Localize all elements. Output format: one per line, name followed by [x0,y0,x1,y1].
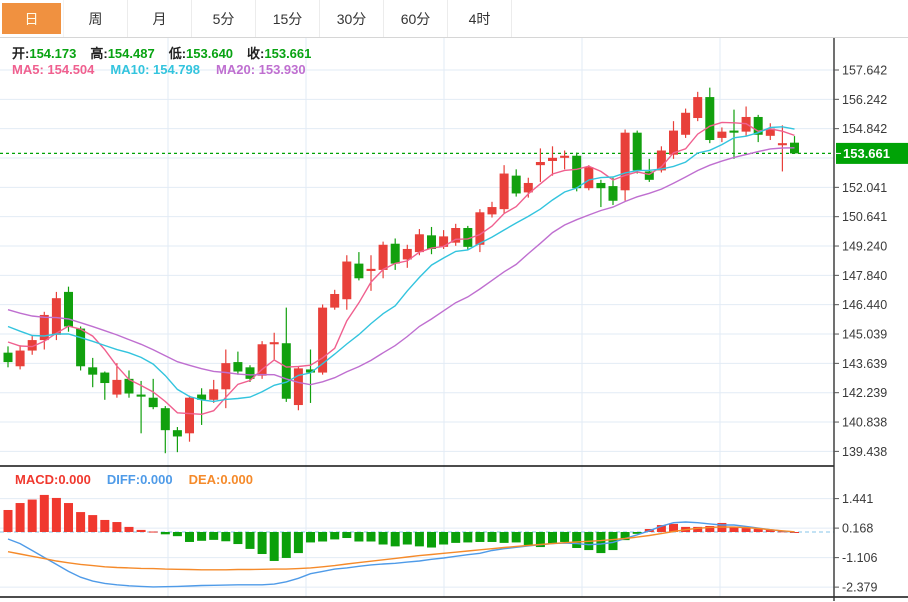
tab-15分[interactable]: 15分 [256,0,320,37]
tab-周[interactable]: 周 [64,0,128,37]
axis-tick-label: 146.440 [842,298,887,312]
axis-tick-label: 0.168 [842,522,873,536]
tab-4时[interactable]: 4时 [448,0,512,37]
tab-30分[interactable]: 30分 [320,0,384,37]
chart-area: 157.642 156.242 154.842 152.041 150.641 149.2… [0,38,908,602]
dea-line [7,526,795,571]
axis-tick-label: 147.840 [842,269,887,283]
period-tabbar: 日周月 5分 15分 30分 60分 4时 [0,0,908,38]
ma10-line [7,126,795,403]
axis-tick-label: 140.838 [842,416,887,430]
axis-tick-label: 149.240 [842,240,887,254]
tab-日[interactable]: 日 [0,0,64,37]
tab-5分[interactable]: 5分 [192,0,256,37]
ma5-line [7,121,795,416]
axis-tick-label: 157.642 [842,64,887,78]
axis-tick-label: 139.438 [842,445,887,459]
axis-tick-label: 142.239 [842,386,887,400]
axis-tick-label: 150.641 [842,210,887,224]
axis-tick-label: 152.041 [842,181,887,195]
last-price-badge [836,142,908,164]
diff-line [7,521,795,588]
axis-tick-label: 156.242 [842,93,887,107]
macd-histogram [3,494,799,561]
axis-tick-label: 1.441 [842,492,873,506]
tab-月[interactable]: 月 [128,0,192,37]
axis-tick-label: -1.106 [842,551,877,565]
axis-tick-label: 145.039 [842,328,887,342]
last-price-badge-value: 153.661 [843,146,890,161]
ma20-line [7,147,795,386]
axis-tick-label: 143.639 [842,357,887,371]
axis-tick-label: 154.842 [842,122,887,136]
axis-tick-label: -2.379 [842,581,877,595]
chart-canvas[interactable]: 157.642 156.242 154.842 152.041 150.641 149.2… [0,38,908,602]
candlesticks [3,87,799,454]
tab-60分[interactable]: 60分 [384,0,448,37]
